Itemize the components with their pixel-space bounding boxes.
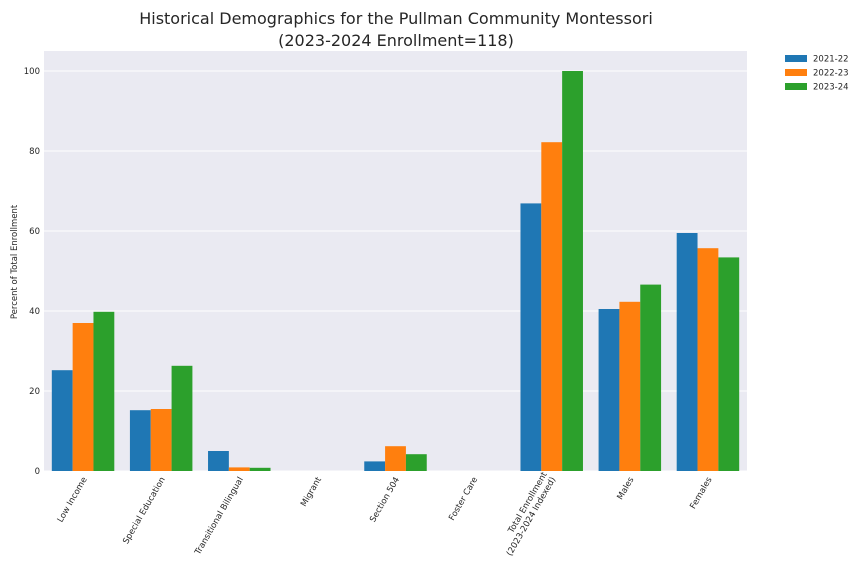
bar [718,257,740,471]
chart-title: Historical Demographics for the Pullman … [139,9,653,28]
bar [385,446,406,471]
bar [129,410,151,471]
y-tick-label: 40 [29,307,40,317]
legend: 2021-22 2022-23 2023-24 [785,55,849,93]
legend-label: 2023-24 [813,83,849,93]
bar [598,309,620,471]
legend-swatch [785,69,807,76]
y-tick-label: 0 [35,467,40,477]
y-tick-label: 80 [29,147,40,157]
bar [697,248,719,471]
y-tick-label: 20 [29,387,40,397]
bar [405,454,427,471]
bar [228,467,250,471]
bars [51,71,740,471]
bar [249,467,271,471]
bar [93,311,115,471]
y-axis-label: Percent of Total Enrollment [10,204,20,319]
legend-swatch [785,83,807,90]
bar [541,142,563,471]
bar [72,323,94,471]
bar [619,301,641,471]
bar [640,284,662,471]
chart-subtitle: (2023-2024 Enrollment=118) [278,31,514,50]
bar [171,365,193,471]
legend-swatch [785,55,807,62]
y-axis-ticks: 0 20 40 60 80 100 [24,67,40,477]
legend-label: 2022-23 [813,69,849,79]
bar [676,233,698,471]
bar [562,71,583,471]
bar [208,451,229,471]
legend-label: 2021-22 [813,55,849,65]
bar [520,203,542,471]
bar [364,461,386,471]
bar [51,370,73,471]
y-tick-label: 100 [24,67,40,77]
y-tick-label: 60 [29,227,40,237]
bar [150,409,172,471]
